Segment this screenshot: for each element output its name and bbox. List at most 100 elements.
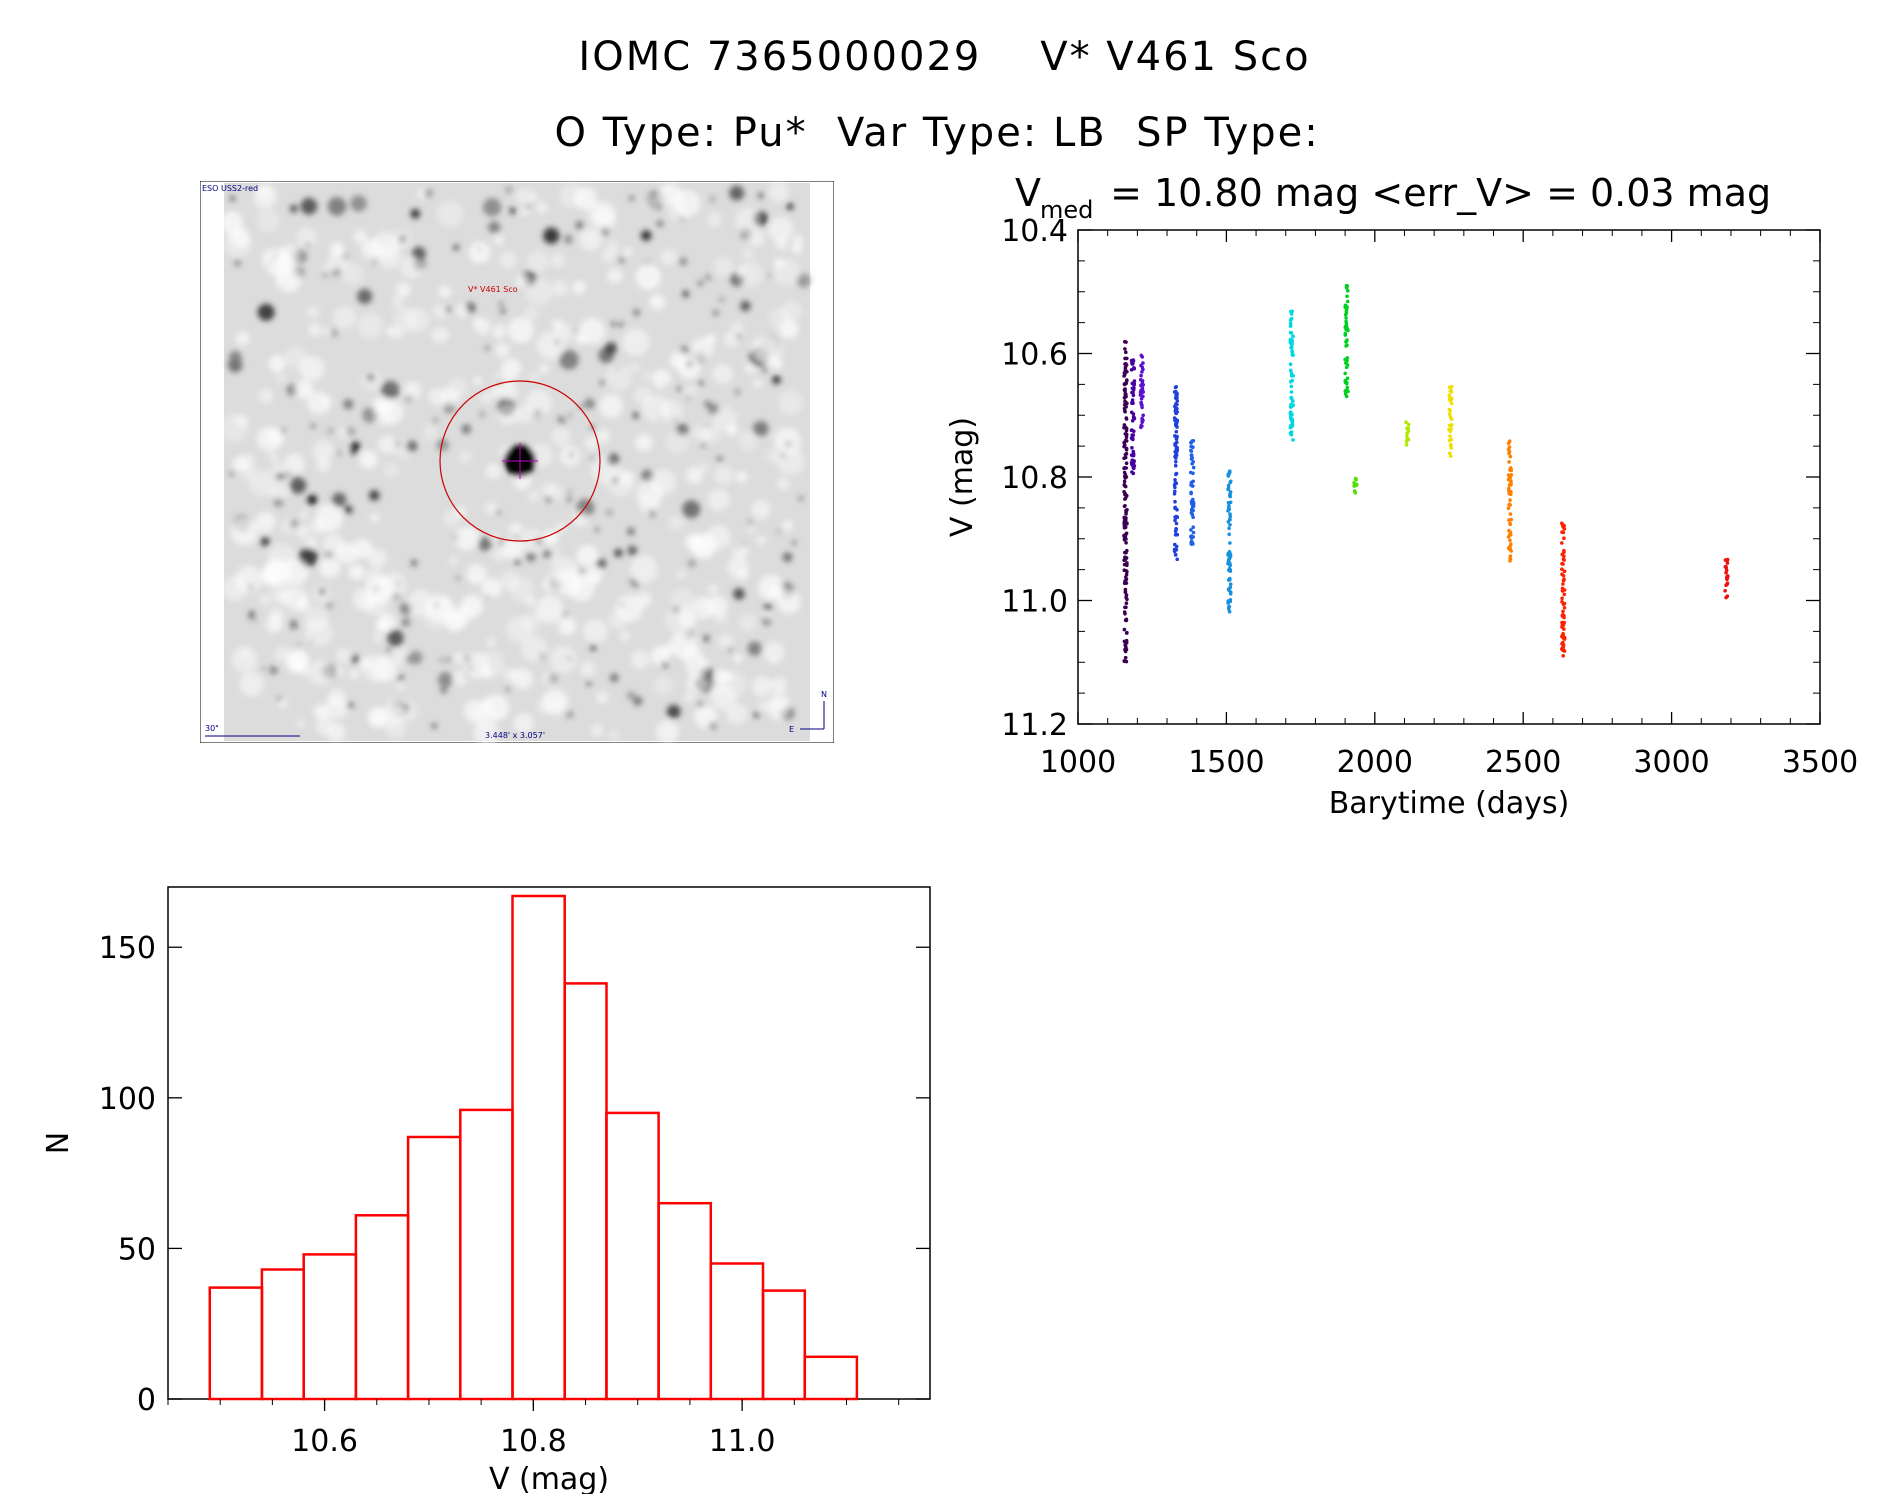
field-star <box>296 642 301 647</box>
lc-data-point <box>1140 405 1144 410</box>
sky-patch <box>757 336 785 363</box>
lc-data-point <box>1725 557 1730 562</box>
lc-data-point <box>1290 353 1295 357</box>
lc-data-point <box>1122 374 1126 378</box>
sky-patch <box>385 326 396 337</box>
finder-chart-image: ESO USS2-red V* V461 Sco 30" 3.448' x 3.… <box>200 181 834 743</box>
lc-x-tick-label: 3000 <box>1633 745 1709 780</box>
lc-data-point <box>1140 355 1145 359</box>
lc-data-point <box>1124 435 1129 440</box>
field-star <box>260 536 270 547</box>
sky-patch <box>492 324 507 339</box>
hist-bar <box>761 1289 807 1401</box>
finder-survey-label: ESO USS2-red <box>202 184 258 193</box>
lc-data-point <box>1343 371 1347 376</box>
finder-object-label: V* V461 Sco <box>468 285 518 294</box>
lc-data-point <box>1132 466 1136 471</box>
sky-patch <box>454 506 467 518</box>
field-star <box>632 412 640 419</box>
sky-patch <box>377 612 396 632</box>
sky-patch <box>473 720 500 743</box>
sky-patch <box>497 404 519 426</box>
lc-y-axis-label: V (mag) <box>945 417 980 537</box>
lc-data-point <box>1345 299 1350 304</box>
sky-patch <box>525 389 552 416</box>
hist-plot-frame <box>167 886 931 1400</box>
lc-x-axis: 1000 1500 2000 2500 3000 3500 <box>1040 230 1858 780</box>
field-star <box>604 342 618 355</box>
lc-data-point <box>1509 479 1513 483</box>
sky-patch <box>499 251 517 269</box>
lc-data-point <box>1173 506 1177 511</box>
field-star <box>347 702 354 709</box>
lc-y-axis: 10.4 10.6 10.8 11.0 11.2 <box>1001 214 1820 743</box>
sky-patch <box>231 646 258 673</box>
sky-patch <box>349 669 360 679</box>
sky-patch <box>495 343 510 358</box>
lc-data-point <box>1124 605 1128 610</box>
sky-patch <box>575 333 587 345</box>
sky-patch <box>272 462 285 476</box>
vmed-symbol: V <box>1015 171 1041 215</box>
hist-x-axis: 10.6 10.8 11.0 <box>167 1399 900 1459</box>
lc-data-point <box>1122 425 1126 430</box>
sky-patch <box>776 476 790 490</box>
field-star <box>327 427 334 435</box>
sky-patch <box>400 256 423 279</box>
sky-patch <box>480 392 492 404</box>
sky-patch <box>733 654 743 664</box>
lc-data-point <box>1124 516 1128 520</box>
lc-data-point <box>1228 552 1233 556</box>
sky-patch <box>509 577 535 602</box>
sky-patch <box>469 242 491 264</box>
field-star <box>410 559 418 567</box>
lc-data-point <box>1189 491 1193 496</box>
lc-data-point <box>1174 429 1179 434</box>
sky-patch <box>713 406 738 431</box>
lc-data-point <box>1562 577 1566 582</box>
sky-patch <box>456 303 470 318</box>
sky-patch <box>668 515 684 531</box>
sky-patch <box>361 654 390 682</box>
sky-patch <box>416 188 428 200</box>
sky-patch <box>335 647 351 663</box>
lc-data-point <box>1174 460 1178 464</box>
sky-patch <box>334 665 345 677</box>
lc-data-point <box>1405 426 1409 431</box>
field-star <box>323 272 329 278</box>
sky-patch <box>652 369 672 389</box>
lc-data-point <box>1130 446 1134 450</box>
field-star <box>753 711 760 719</box>
sky-patch <box>463 652 491 680</box>
lc-data-point <box>1562 536 1566 540</box>
lc-data-point <box>1560 567 1564 571</box>
sky-patch <box>629 362 641 373</box>
north-label: N <box>821 690 827 699</box>
sky-patch <box>261 248 284 270</box>
field-star <box>566 496 572 502</box>
sky-patch <box>284 453 305 475</box>
lc-data-point <box>1189 528 1193 532</box>
lc-data-points <box>1122 283 1730 664</box>
lc-data-point <box>1405 431 1409 435</box>
hist-x-axis-label: V (mag) <box>489 1462 609 1494</box>
field-star <box>293 475 301 482</box>
field-star <box>679 257 688 266</box>
lc-data-point <box>1175 425 1179 429</box>
field-star <box>600 380 606 385</box>
sky-patch <box>521 636 548 663</box>
sky-patch <box>572 280 586 294</box>
sky-patch <box>359 450 378 469</box>
sky-patch <box>772 259 801 287</box>
lc-data-point <box>1562 558 1566 562</box>
hist-y-axis: 0 50 100 150 <box>99 931 930 1418</box>
sky-patch <box>751 500 771 520</box>
hist-x-tick-label: 11.0 <box>709 1424 776 1459</box>
sky-patch <box>322 396 333 407</box>
lc-data-point <box>1560 586 1565 591</box>
sky-patch <box>298 664 310 676</box>
field-star <box>627 545 638 556</box>
field-star <box>798 496 804 501</box>
lc-data-point <box>1289 430 1294 434</box>
